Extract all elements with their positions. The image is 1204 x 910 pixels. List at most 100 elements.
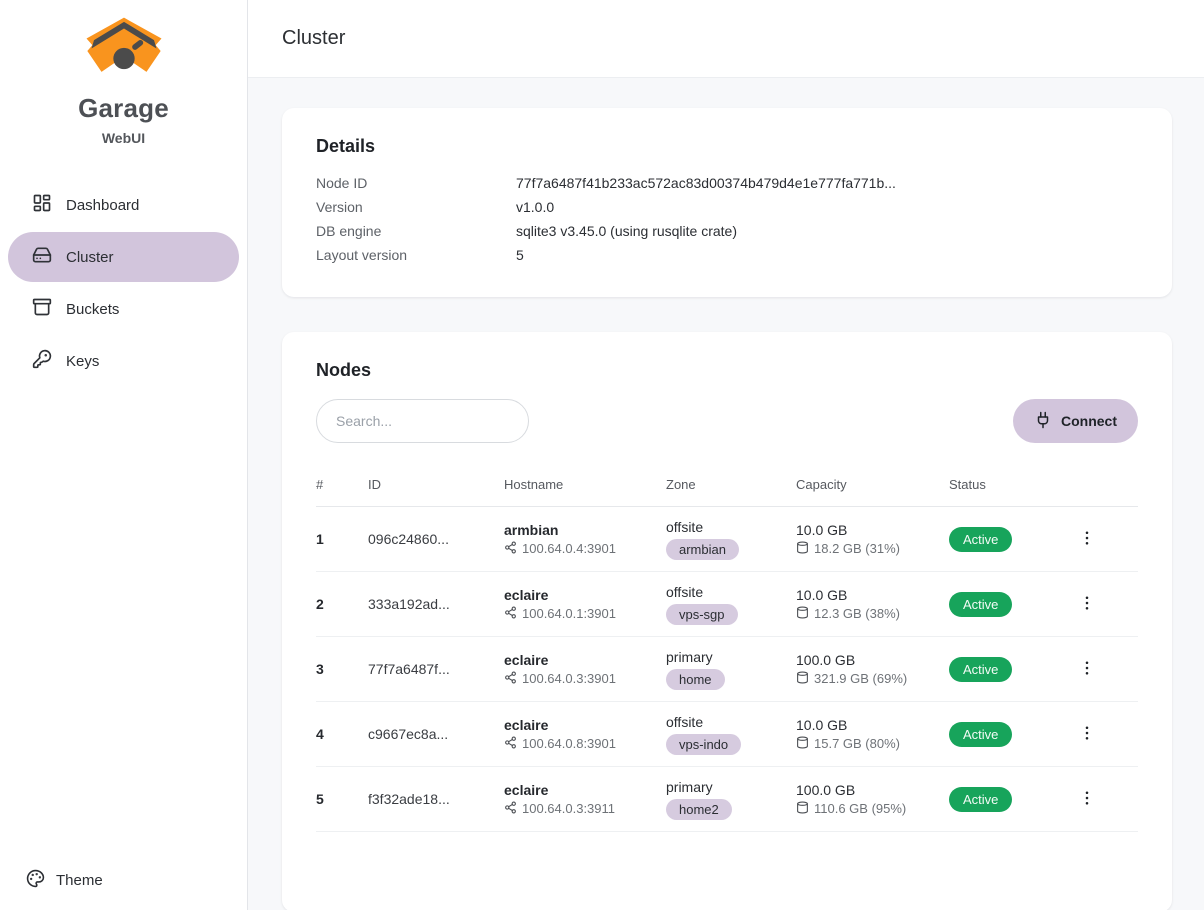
node-usage: 12.3 GB (38%) bbox=[814, 606, 900, 621]
node-zone-cell: offsite vps-sgp bbox=[666, 584, 796, 625]
kebab-icon bbox=[1078, 724, 1096, 745]
detail-label: Layout version bbox=[316, 247, 408, 263]
node-zone-cell: offsite vps-indo bbox=[666, 714, 796, 755]
disk-icon bbox=[796, 736, 809, 752]
table-row: 4 c9667ec8a... eclaire 100.64.0.8:3901 o… bbox=[316, 702, 1138, 767]
node-address: 100.64.0.3:3901 bbox=[522, 671, 616, 686]
node-actions-cell bbox=[1076, 525, 1138, 554]
node-hostname-cell: eclaire 100.64.0.1:3901 bbox=[504, 587, 666, 622]
content: Details Node ID 77f7a6487f41b233ac572ac8… bbox=[248, 78, 1204, 910]
node-status-cell: Active bbox=[949, 786, 1076, 812]
sidebar-item-cluster[interactable]: Cluster bbox=[8, 232, 239, 282]
node-address-line: 100.64.0.3:3901 bbox=[504, 671, 666, 687]
node-number: 2 bbox=[316, 596, 324, 612]
node-id: 333a192ad... bbox=[368, 596, 450, 612]
node-actions-cell bbox=[1076, 590, 1138, 619]
node-capacity-cell: 100.0 GB 321.9 GB (69%) bbox=[796, 652, 949, 687]
nodes-title: Nodes bbox=[316, 360, 372, 380]
archive-icon bbox=[32, 297, 52, 321]
sidebar-item-label: Cluster bbox=[66, 248, 114, 266]
sidebar-item-buckets[interactable]: Buckets bbox=[8, 284, 239, 334]
disk-icon bbox=[796, 801, 809, 817]
nodes-card: Nodes Connect # ID Hostname Zone Ca bbox=[282, 332, 1172, 910]
node-zone: offsite bbox=[666, 583, 704, 600]
kebab-icon bbox=[1078, 789, 1096, 810]
node-id: 77f7a6487f... bbox=[368, 661, 450, 677]
node-address: 100.64.0.8:3901 bbox=[522, 736, 616, 751]
node-address: 100.64.0.1:3901 bbox=[522, 606, 616, 621]
share-icon bbox=[504, 606, 517, 622]
share-icon bbox=[504, 801, 517, 817]
node-status-cell: Active bbox=[949, 526, 1076, 552]
detail-label: Version bbox=[316, 199, 363, 215]
zone-tag: home2 bbox=[666, 798, 732, 820]
sidebar-item-label: Keys bbox=[66, 352, 100, 370]
row-menu-button[interactable] bbox=[1076, 785, 1098, 814]
brand: Garage WebUI bbox=[0, 0, 247, 146]
dashboard-icon bbox=[32, 193, 52, 217]
node-address-line: 100.64.0.4:3901 bbox=[504, 541, 666, 557]
node-hostname: armbian bbox=[504, 521, 559, 538]
row-menu-button[interactable] bbox=[1076, 525, 1098, 554]
col-header-num: # bbox=[316, 477, 324, 492]
sidebar-item-dashboard[interactable]: Dashboard bbox=[8, 180, 239, 230]
row-menu-button[interactable] bbox=[1076, 720, 1098, 749]
connect-button[interactable]: Connect bbox=[1013, 399, 1138, 443]
sidebar: Garage WebUI Dashboard Cluster Buck bbox=[0, 0, 248, 910]
brand-title: Garage bbox=[78, 93, 169, 123]
main-area: Cluster Details Node ID 77f7a6487f41b233… bbox=[248, 0, 1204, 910]
col-header-id: ID bbox=[368, 477, 381, 492]
node-hostname-cell: eclaire 100.64.0.8:3901 bbox=[504, 717, 666, 752]
node-usage-line: 15.7 GB (80%) bbox=[796, 736, 949, 752]
node-id: 096c24860... bbox=[368, 531, 449, 547]
node-address: 100.64.0.3:3911 bbox=[522, 801, 616, 816]
detail-row: DB engine sqlite3 v3.45.0 (using rusqlit… bbox=[316, 219, 1138, 243]
nodes-toolbar: Connect bbox=[316, 399, 1138, 443]
node-capacity: 100.0 GB bbox=[796, 651, 856, 668]
share-icon bbox=[504, 541, 517, 557]
row-menu-button[interactable] bbox=[1076, 655, 1098, 684]
disk-icon bbox=[796, 541, 809, 557]
node-zone: offsite bbox=[666, 518, 704, 535]
node-capacity-cell: 100.0 GB 110.6 GB (95%) bbox=[796, 782, 949, 817]
node-address-line: 100.64.0.8:3901 bbox=[504, 736, 666, 752]
hard-drive-icon bbox=[32, 245, 52, 269]
theme-label: Theme bbox=[56, 872, 103, 889]
garage-logo-icon bbox=[83, 16, 165, 91]
theme-button[interactable]: Theme bbox=[26, 869, 103, 892]
node-actions-cell bbox=[1076, 720, 1138, 749]
sidebar-item-keys[interactable]: Keys bbox=[8, 336, 239, 386]
status-badge: Active bbox=[949, 526, 1013, 552]
table-header: # ID Hostname Zone Capacity Status bbox=[316, 467, 1138, 507]
plug-icon bbox=[1034, 411, 1052, 432]
search-input[interactable] bbox=[316, 399, 529, 443]
kebab-icon bbox=[1078, 594, 1096, 615]
node-hostname: eclaire bbox=[504, 716, 549, 733]
node-number: 1 bbox=[316, 531, 324, 547]
key-icon bbox=[32, 349, 52, 373]
palette-icon bbox=[26, 869, 45, 892]
zone-tag: home bbox=[666, 668, 725, 690]
node-actions-cell bbox=[1076, 655, 1138, 684]
details-title: Details bbox=[316, 136, 376, 156]
disk-icon bbox=[796, 606, 809, 622]
kebab-icon bbox=[1078, 659, 1096, 680]
zone-tag: vps-indo bbox=[666, 733, 742, 755]
detail-row: Node ID 77f7a6487f41b233ac572ac83d00374b… bbox=[316, 171, 1138, 195]
node-capacity-cell: 10.0 GB 12.3 GB (38%) bbox=[796, 587, 949, 622]
node-usage-line: 110.6 GB (95%) bbox=[796, 801, 949, 817]
node-capacity: 10.0 GB bbox=[796, 521, 848, 538]
status-badge: Active bbox=[949, 656, 1013, 682]
col-header-hostname: Hostname bbox=[504, 477, 564, 492]
topbar: Cluster bbox=[248, 0, 1204, 78]
node-zone-cell: primary home bbox=[666, 649, 796, 690]
node-number: 5 bbox=[316, 791, 324, 807]
node-hostname: eclaire bbox=[504, 651, 549, 668]
col-header-zone: Zone bbox=[666, 477, 696, 492]
node-address-line: 100.64.0.3:3911 bbox=[504, 801, 666, 817]
row-menu-button[interactable] bbox=[1076, 590, 1098, 619]
col-header-capacity: Capacity bbox=[796, 477, 847, 492]
detail-value-version: v1.0.0 bbox=[516, 199, 555, 215]
details-card: Details Node ID 77f7a6487f41b233ac572ac8… bbox=[282, 108, 1172, 297]
node-zone-cell: primary home2 bbox=[666, 779, 796, 820]
